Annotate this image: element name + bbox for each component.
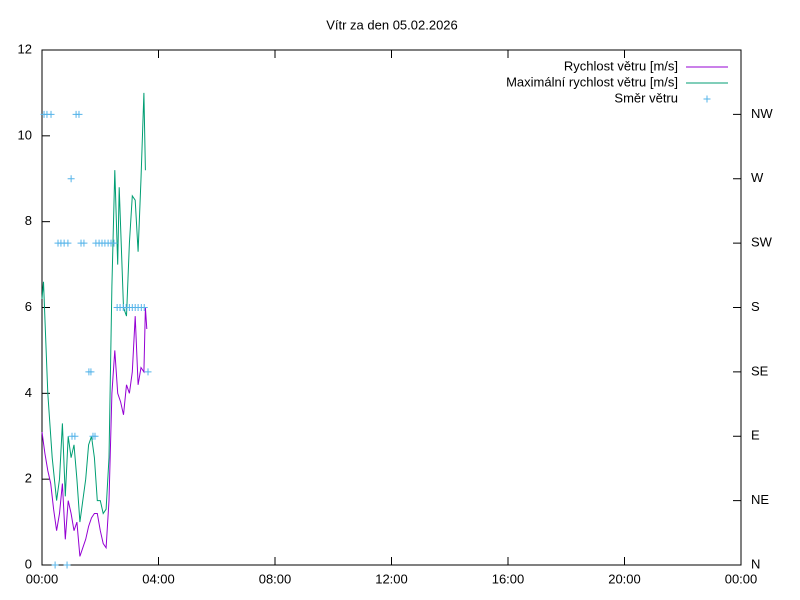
y-tick-label: 10 [18,127,32,142]
point [80,239,88,247]
y2-tick-label: NW [751,106,773,121]
point [87,368,95,376]
x-tick-label: 04:00 [142,571,175,586]
x-tick-label: 00:00 [725,571,758,586]
y2-tick-label: W [751,170,764,185]
point [144,368,152,376]
point [64,239,72,247]
point [67,175,75,183]
y-tick-label: 2 [25,471,32,486]
x-tick-label: 20:00 [608,571,641,586]
y2-tick-label: S [751,299,760,314]
point [51,561,59,569]
x-tick-label: 08:00 [259,571,292,586]
point [75,110,83,118]
y2-tick-label: SE [751,363,769,378]
point [71,432,79,440]
y-tick-label: 8 [25,213,32,228]
point [91,432,99,440]
y-tick-label: 0 [25,556,32,571]
y-tick-label: 4 [25,385,32,400]
legend-label: Rychlost větru [m/s] [564,58,678,73]
y-tick-label: 12 [18,41,32,56]
y2-tick-label: E [751,428,760,443]
y2-tick-label: SW [751,235,773,250]
legend-label: Maximální rychlost větru [m/s] [506,74,678,89]
y2-tick-label: NE [751,492,769,507]
y2-tick-label: N [751,556,760,571]
point [63,561,71,569]
point [140,304,148,311]
legend-label: Směr větru [614,90,678,105]
y-tick-label: 6 [25,299,32,314]
x-tick-label: 00:00 [26,571,59,586]
chart-title: Vítr za den 05.02.2026 [326,17,458,32]
x-tick-label: 16:00 [492,571,525,586]
series-line [41,92,146,523]
legend-swatch [703,95,711,103]
point [110,239,118,247]
point [47,110,55,118]
series-line [41,307,148,557]
x-tick-label: 12:00 [375,571,408,586]
